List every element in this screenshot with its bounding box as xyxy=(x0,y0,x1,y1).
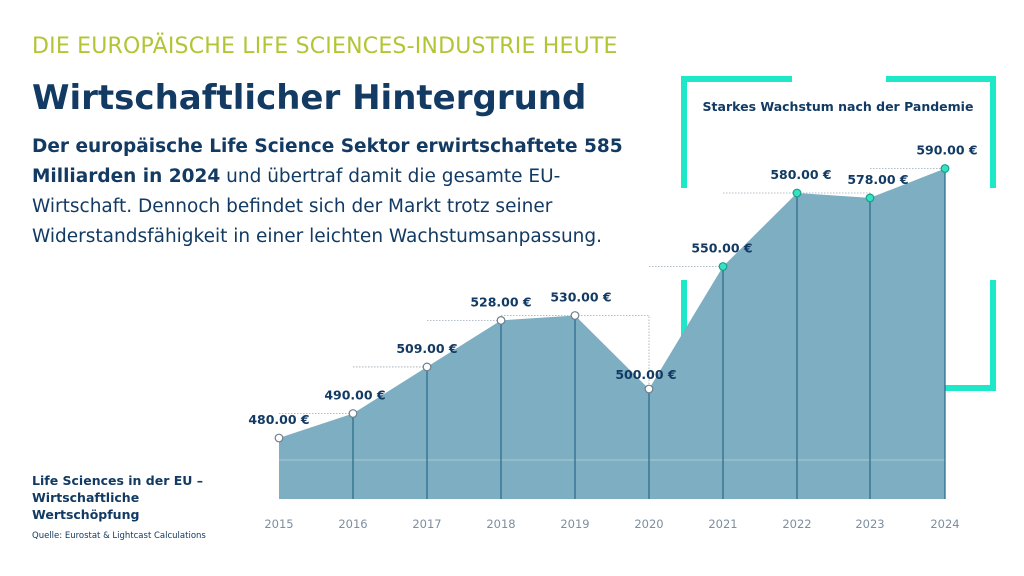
data-label: 528.00 € xyxy=(470,294,531,309)
chart-caption: Life Sciences in der EU – Wirtschaftlich… xyxy=(32,473,204,522)
data-label: 578.00 € xyxy=(847,172,908,187)
x-tick-label: 2024 xyxy=(930,517,959,531)
x-tick-label: 2020 xyxy=(634,517,663,531)
highlight-label: Starkes Wachstum nach der Pandemie xyxy=(703,99,974,114)
x-tick-label: 2017 xyxy=(412,517,441,531)
x-tick-label: 2018 xyxy=(486,517,515,531)
intro-paragraph: Der europäische Life Science Sektor erwi… xyxy=(32,132,642,252)
data-label: 480.00 € xyxy=(248,412,309,427)
data-label: 530.00 € xyxy=(550,290,611,305)
data-point xyxy=(644,384,654,394)
highlight-bracket: Starkes Wachstum nach der Pandemie xyxy=(681,76,996,391)
supertitle: DIE EUROPÄISCHE LIFE SCIENCES-INDUSTRIE … xyxy=(32,34,618,59)
intro-regular: und übertraf damit die gesamte EU-Wirtsc… xyxy=(32,166,603,247)
data-label: 590.00 € xyxy=(916,143,977,158)
x-tick-label: 2015 xyxy=(264,517,293,531)
x-tick-label: 2016 xyxy=(338,517,367,531)
x-tick-label: 2019 xyxy=(560,517,589,531)
data-point xyxy=(422,362,432,372)
leader-line xyxy=(575,315,650,389)
x-tick-label: 2022 xyxy=(782,517,811,531)
data-point xyxy=(792,188,802,198)
data-point xyxy=(865,193,875,203)
data-point xyxy=(348,409,358,418)
data-point xyxy=(940,164,950,173)
bracket-top-left xyxy=(681,76,792,188)
data-label: 580.00 € xyxy=(770,167,831,182)
source-note: Quelle: Eurostat & Lightcast Calculation… xyxy=(32,531,206,541)
intro-bold: Der europäische Life Science Sektor erwi… xyxy=(32,136,623,187)
data-label: 500.00 € xyxy=(615,367,676,382)
data-point xyxy=(274,433,284,443)
data-point xyxy=(570,311,580,320)
data-label: 550.00 € xyxy=(691,241,752,256)
bracket-top-right xyxy=(886,76,996,188)
x-tick-label: 2023 xyxy=(855,517,884,531)
x-tick-label: 2021 xyxy=(708,517,737,531)
data-label: 509.00 € xyxy=(396,341,457,356)
area-fill xyxy=(279,168,945,499)
data-point xyxy=(496,316,506,325)
data-label: 490.00 € xyxy=(324,388,385,403)
data-point xyxy=(718,262,728,271)
page-title: Wirtschaftlicher Hintergrund xyxy=(32,78,587,118)
